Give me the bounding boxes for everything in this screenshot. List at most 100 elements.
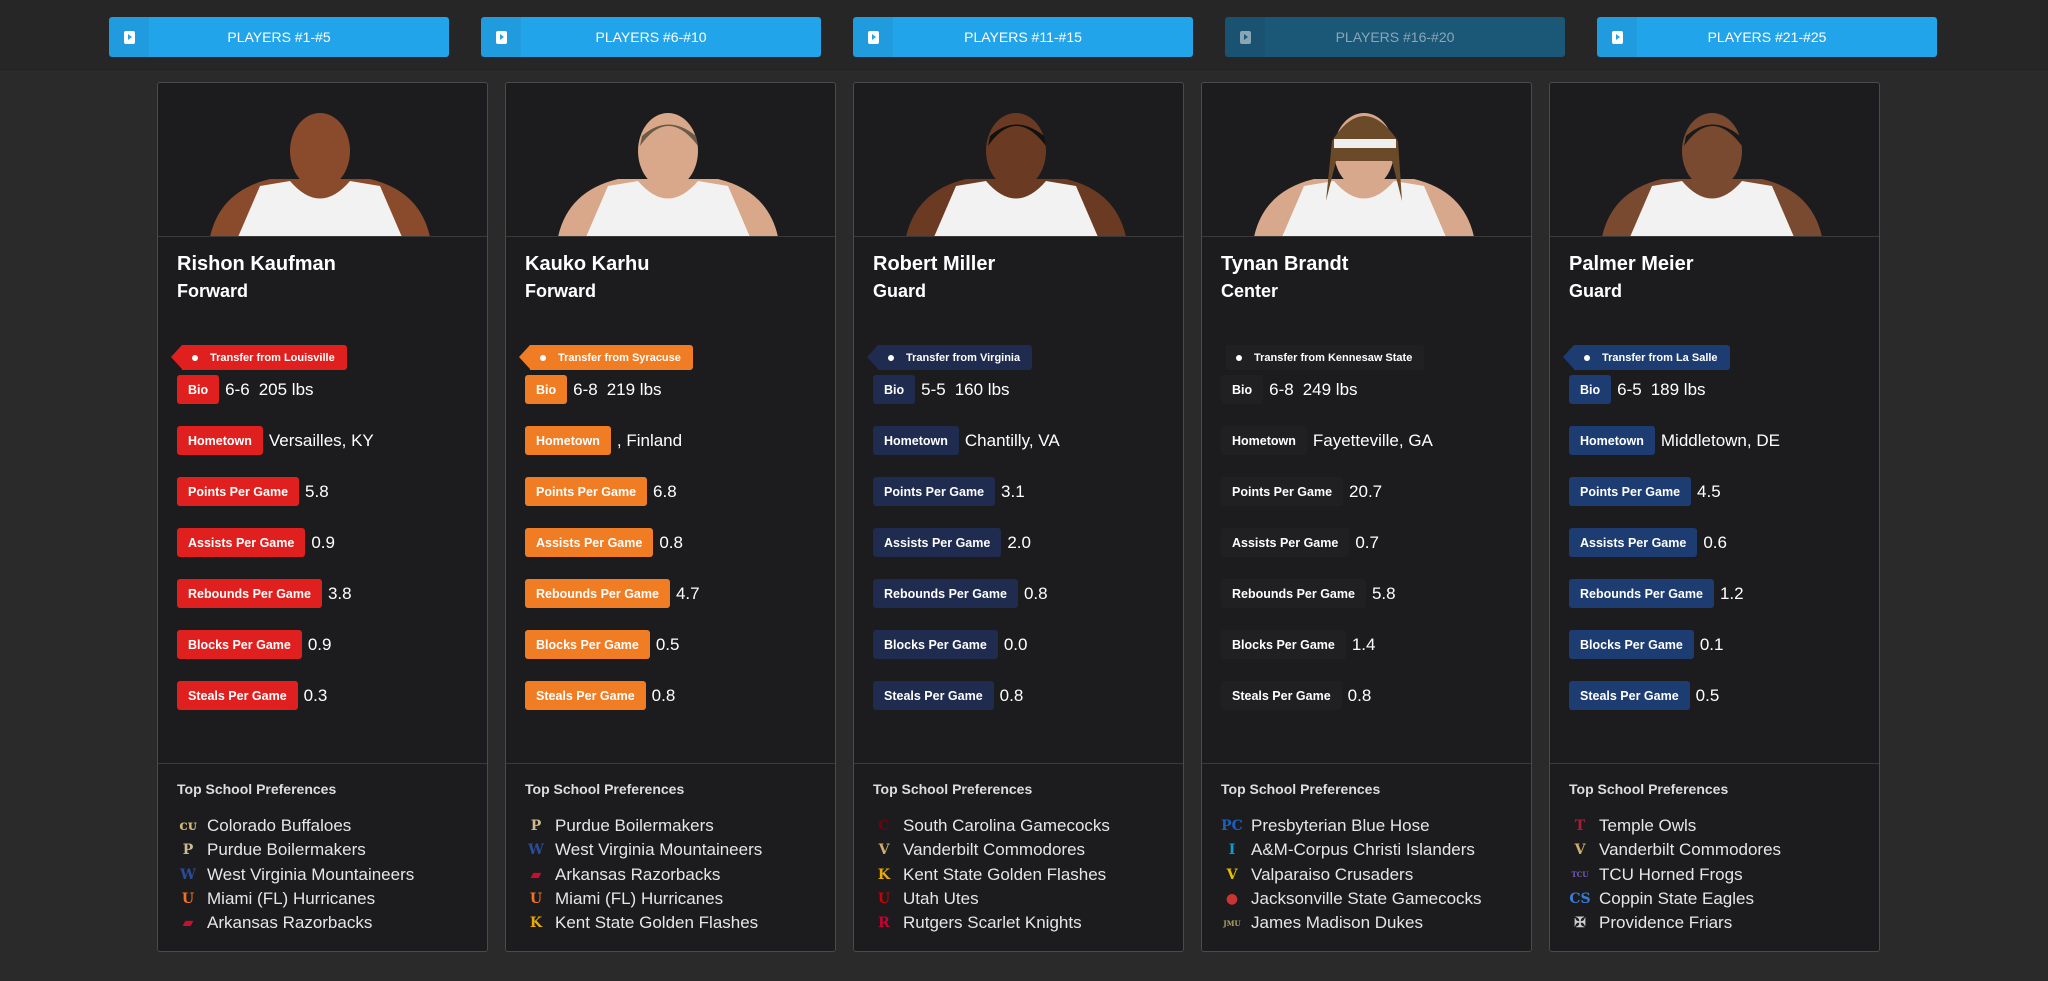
ppg-label: Points Per Game — [873, 477, 996, 506]
school-preference-item[interactable]: T Temple Owls — [1569, 814, 1781, 838]
nav-button-players-2[interactable]: PLAYERS #6-#10 — [481, 17, 821, 57]
bio-label: Bio — [525, 375, 568, 404]
stat-row-apg: Assists Per Game 0.9 — [177, 528, 335, 557]
player-name[interactable]: Palmer Meier — [1569, 253, 1694, 275]
apg-label: Assists Per Game — [1221, 528, 1350, 557]
transfer-text: Transfer from Kennesaw State — [1254, 351, 1413, 364]
school-name: TCU Horned Frogs — [1599, 864, 1743, 884]
player-portrait — [1550, 83, 1879, 237]
bpg-label: Blocks Per Game — [1569, 630, 1694, 659]
school-name: Kent State Golden Flashes — [555, 913, 759, 933]
school-preference-item[interactable]: K Kent State Golden Flashes — [873, 863, 1110, 887]
school-preference-item[interactable]: K Kent State Golden Flashes — [525, 911, 762, 935]
stat-row-ppg: Points Per Game 4.5 — [1569, 477, 1721, 506]
school-preference-item[interactable]: W West Virginia Mountaineers — [177, 863, 414, 887]
school-preference-item[interactable]: W West Virginia Mountaineers — [525, 838, 762, 862]
school-preference-item[interactable]: PC Presbyterian Blue Hose — [1221, 814, 1482, 838]
school-preference-item[interactable]: V Vanderbilt Commodores — [1569, 838, 1781, 862]
play-icon — [1225, 17, 1265, 57]
school-preference-item[interactable]: I A&M-Corpus Christi Islanders — [1221, 838, 1482, 862]
pc-icon: PC — [1221, 818, 1243, 835]
player-position: Forward — [525, 281, 597, 301]
nav-button-players-5[interactable]: PLAYERS #21-#25 — [1597, 17, 1937, 57]
rutgers-r-icon: R — [878, 915, 890, 932]
school-preferences-heading: Top School Preferences — [177, 781, 337, 797]
school-preferences-heading: Top School Preferences — [525, 781, 685, 797]
player-name[interactable]: Tynan Brandt — [1221, 253, 1349, 275]
player-name[interactable]: Robert Miller — [873, 253, 996, 275]
miami-u-icon: U — [529, 891, 543, 908]
school-preference-item[interactable]: ▰ Arkansas Razorbacks — [177, 911, 414, 935]
nav-button-players-4[interactable]: PLAYERS #16-#20 — [1225, 17, 1565, 57]
school-preference-item[interactable]: TCU TCU Horned Frogs — [1569, 863, 1781, 887]
school-preferences-list: P Purdue Boilermakers W West Virginia Mount… — [525, 814, 762, 935]
rpg-value: 0.8 — [1023, 583, 1048, 603]
player-name[interactable]: Rishon Kaufman — [177, 253, 336, 275]
bullet-icon — [192, 355, 198, 361]
player-portrait — [506, 83, 835, 237]
school-preference-item[interactable]: U Miami (FL) Hurricanes — [177, 887, 414, 911]
play-icon — [109, 17, 149, 57]
school-name: Purdue Boilermakers — [207, 840, 366, 860]
purdue-p-icon: P — [182, 842, 194, 859]
school-preference-item[interactable]: V Valparaiso Crusaders — [1221, 863, 1482, 887]
hometown-value: Fayetteville, GA — [1312, 430, 1433, 450]
player-portrait — [1202, 83, 1531, 237]
stat-row-ppg: Points Per Game 3.1 — [873, 477, 1025, 506]
school-preference-item[interactable]: U Utah Utes — [873, 887, 1110, 911]
player-card: Kauko Karhu Forward Transfer from Syracu… — [505, 82, 836, 952]
school-name: Miami (FL) Hurricanes — [555, 889, 724, 909]
stat-row-spg: Steals Per Game 0.8 — [525, 681, 675, 710]
hometown-value: Middletown, DE — [1660, 430, 1780, 450]
stat-row-spg: Steals Per Game 0.8 — [1221, 681, 1371, 710]
transfer-badge: Transfer from La Salle — [1563, 345, 1730, 370]
school-preference-item[interactable]: CS Coppin State Eagles — [1569, 887, 1781, 911]
bio-label: Bio — [873, 375, 916, 404]
nav-button-label: PLAYERS #6-#10 — [595, 29, 707, 45]
valpo-icon: V — [1226, 866, 1238, 883]
stat-row-apg: Assists Per Game 0.8 — [525, 528, 683, 557]
school-preference-item[interactable]: R Rutgers Scarlet Knights — [873, 911, 1110, 935]
hometown-value: Chantilly, VA — [964, 430, 1060, 450]
nav-button-players-3[interactable]: PLAYERS #11-#15 — [853, 17, 1193, 57]
ppg-label: Points Per Game — [1569, 477, 1692, 506]
weight-value: 219 lbs — [606, 379, 662, 399]
school-preference-item[interactable]: ✠ Providence Friars — [1569, 911, 1781, 935]
bio-label: Bio — [177, 375, 220, 404]
transfer-badge: Transfer from Virginia — [866, 345, 1033, 370]
ppg-label: Points Per Game — [1221, 477, 1344, 506]
school-preference-item[interactable]: ● Jacksonville State Gamecocks — [1221, 887, 1482, 911]
school-preference-item[interactable]: U Miami (FL) Hurricanes — [525, 887, 762, 911]
player-name[interactable]: Kauko Karhu — [525, 253, 650, 275]
razorback-icon: ▰ — [182, 915, 194, 932]
stat-row-bpg: Blocks Per Game 0.0 — [873, 630, 1027, 659]
nav-button-players-1[interactable]: PLAYERS #1-#5 — [109, 17, 449, 57]
stat-row-hometown: Hometown Fayetteville, GA — [1221, 426, 1433, 455]
play-icon — [481, 17, 521, 57]
divider — [854, 763, 1183, 764]
school-preference-item[interactable]: ▰ Arkansas Razorbacks — [525, 863, 762, 887]
player-position: Forward — [177, 281, 249, 301]
rpg-label: Rebounds Per Game — [873, 579, 1018, 608]
school-preference-item[interactable]: P Purdue Boilermakers — [177, 838, 414, 862]
transfer-badge: Transfer from Kennesaw State — [1226, 345, 1425, 370]
stat-row-ppg: Points Per Game 20.7 — [1221, 477, 1382, 506]
school-preference-item[interactable]: V Vanderbilt Commodores — [873, 838, 1110, 862]
school-preference-item[interactable]: C South Carolina Gamecocks — [873, 814, 1110, 838]
spg-value: 0.8 — [999, 685, 1024, 705]
stat-row-hometown: Hometown Chantilly, VA — [873, 426, 1060, 455]
bullet-icon — [1584, 355, 1590, 361]
school-preferences-list: T Temple Owls V Vanderbilt Commodores TCU TCU… — [1569, 814, 1781, 935]
transfer-text: Transfer from Louisville — [210, 351, 335, 364]
temple-t-icon: T — [1574, 818, 1586, 835]
school-name: Arkansas Razorbacks — [555, 864, 721, 884]
height-value: 6-8 — [573, 379, 598, 399]
tcu-icon: TCU — [1571, 870, 1589, 880]
ppg-value: 5.8 — [305, 481, 329, 501]
player-position: Guard — [873, 281, 927, 301]
apg-value: 0.8 — [659, 532, 683, 552]
school-preference-item[interactable]: JMU James Madison Dukes — [1221, 911, 1482, 935]
school-preference-item[interactable]: P Purdue Boilermakers — [525, 814, 762, 838]
buffalo-icon: ᴄᴜ — [179, 818, 197, 835]
school-preference-item[interactable]: ᴄᴜ Colorado Buffaloes — [177, 814, 414, 838]
